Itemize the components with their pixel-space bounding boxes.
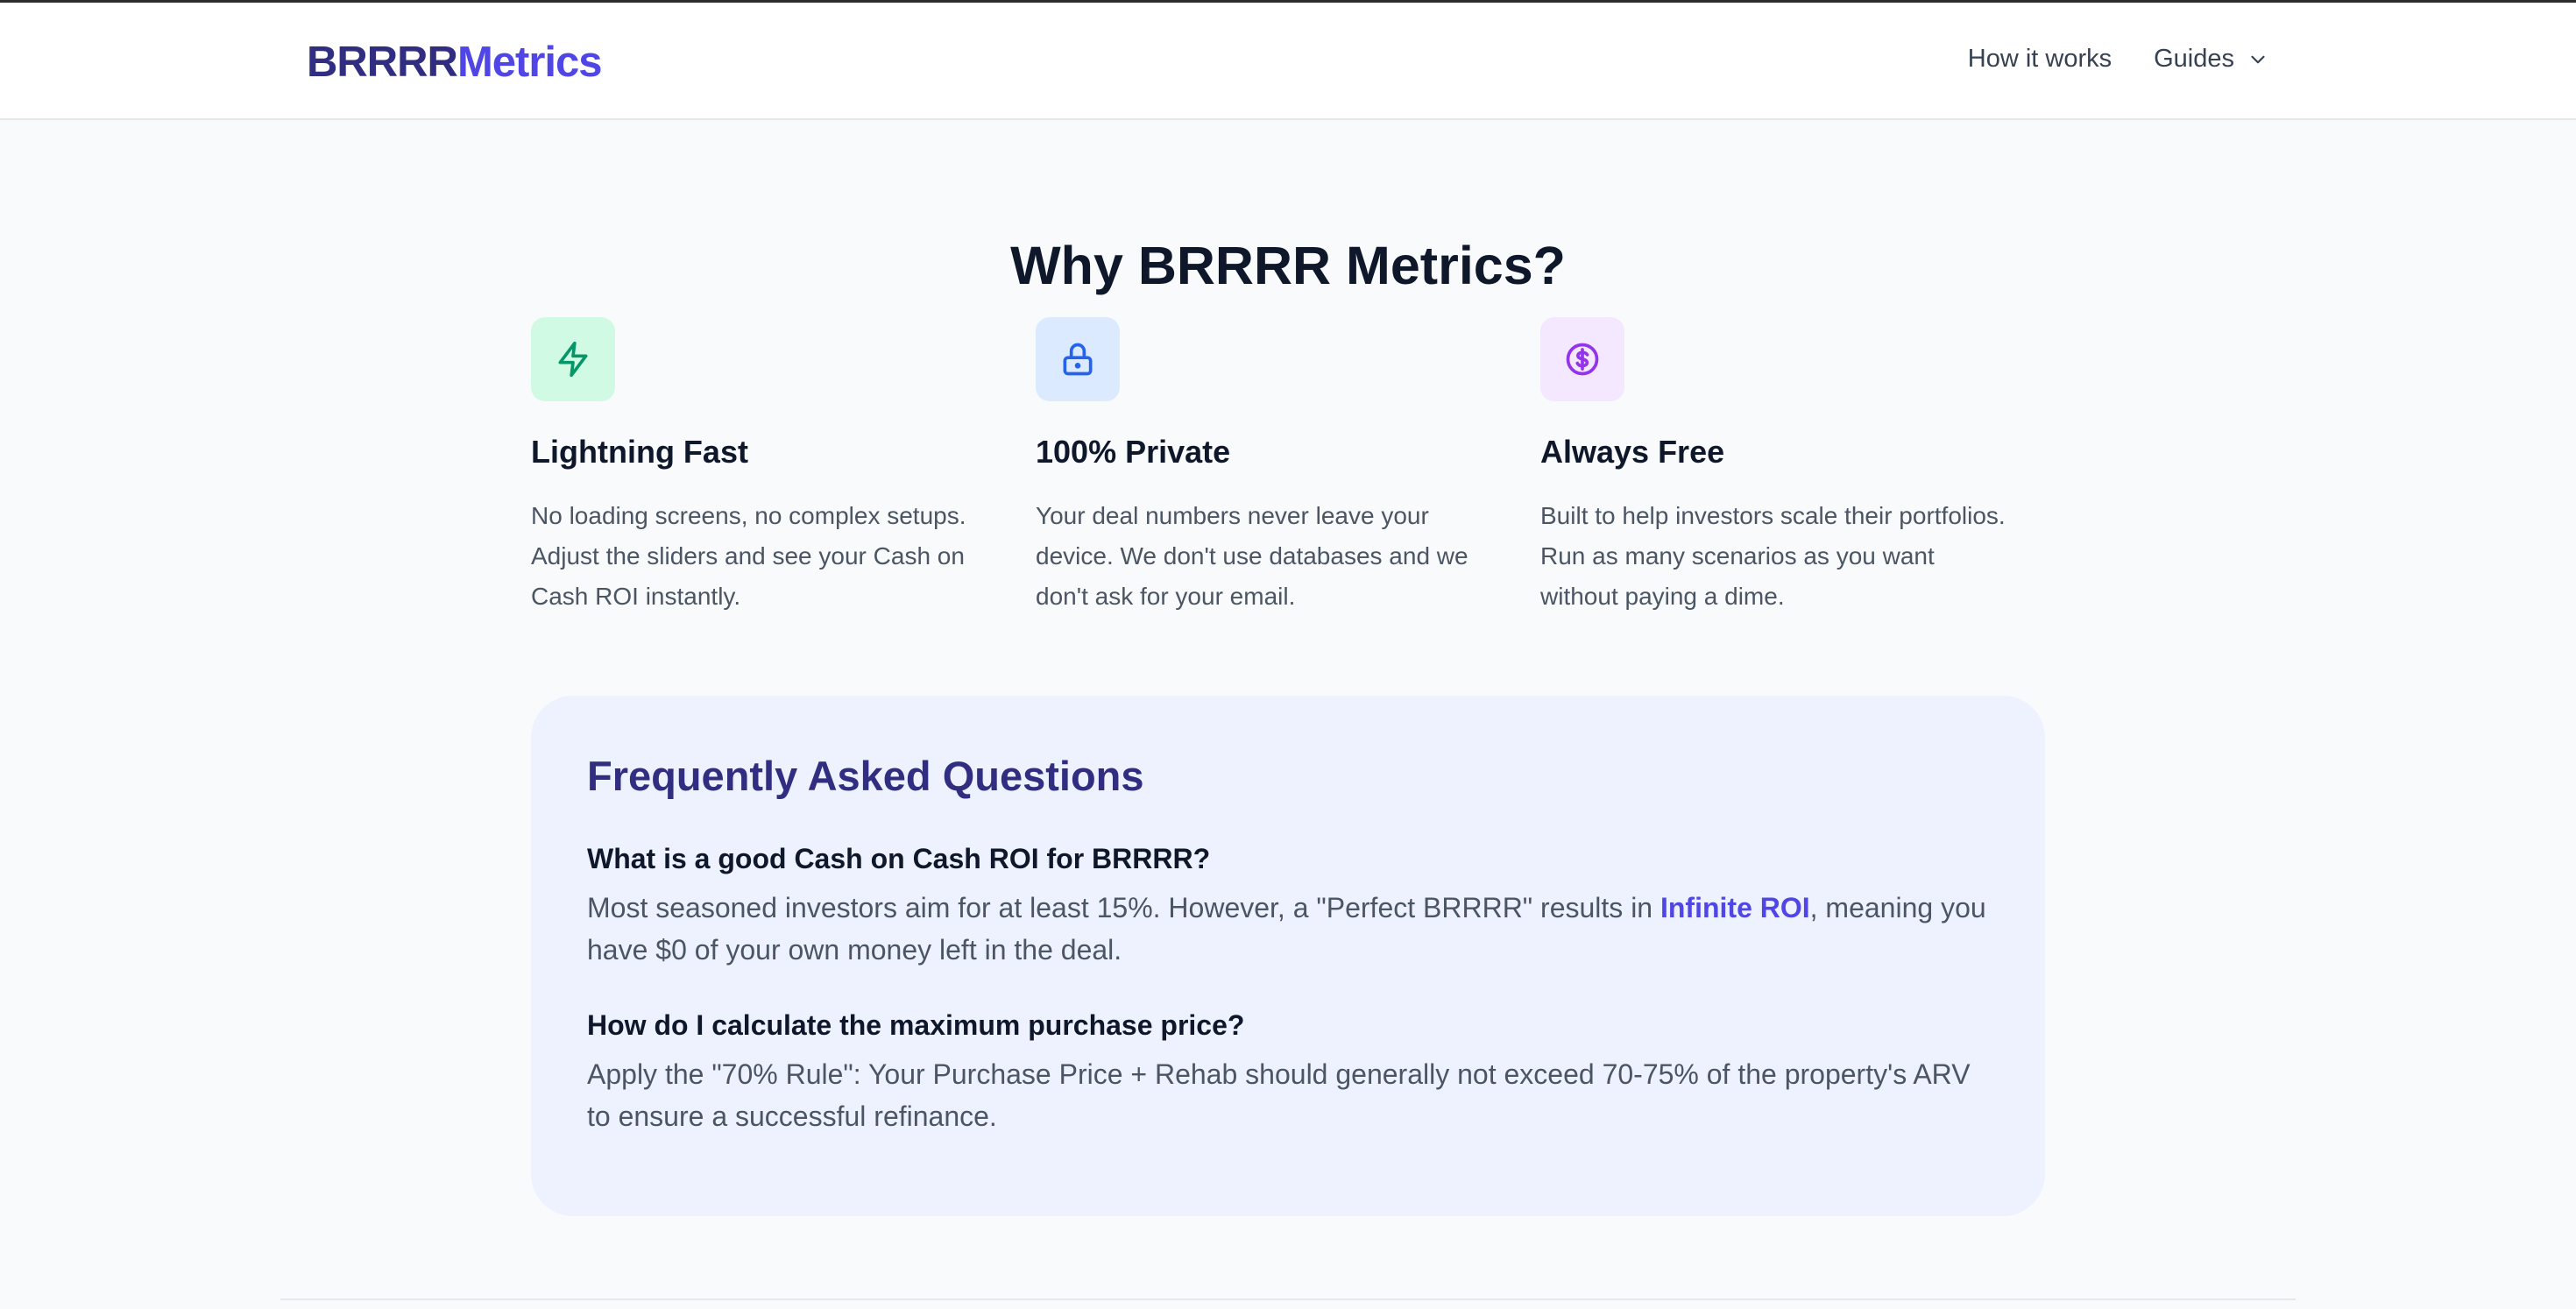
- infinite-roi-highlight: Infinite ROI: [1660, 892, 1810, 923]
- footer-divider: [280, 1298, 2296, 1300]
- window-top-border: [0, 0, 2576, 3]
- site-logo[interactable]: BRRRRMetrics: [307, 34, 603, 90]
- feature-text: Your deal numbers never leave your devic…: [1036, 502, 1468, 610]
- faq-title: Frequently Asked Questions: [587, 753, 1144, 799]
- faq-question: How do I calculate the maximum purchase …: [587, 1009, 1245, 1041]
- feature-card: Lightning Fast No loading screens, no co…: [531, 317, 1036, 617]
- feature-title: Always Free: [1540, 434, 1725, 470]
- dollar-circle-icon: [1566, 343, 1599, 376]
- feature-icon-box: [1540, 317, 1624, 401]
- feature-card: Always Free Built to help investors scal…: [1540, 317, 2045, 617]
- feature-icon-box: [1036, 317, 1120, 401]
- faq-answer-text: Most seasoned investors aim for at least…: [587, 892, 1660, 923]
- lock-icon: [1063, 343, 1093, 376]
- faq-section: Frequently Asked Questions What is a goo…: [531, 696, 2045, 1216]
- feature-text: No loading screens, no complex setups. A…: [531, 502, 966, 610]
- feature-title: Lightning Fast: [531, 434, 748, 470]
- feature-icon-box: [531, 317, 615, 401]
- nav-guides-label: Guides: [2154, 45, 2234, 73]
- logo-text-brrrr: BRRRR: [307, 39, 458, 86]
- feature-title: 100% Private: [1036, 434, 1231, 470]
- site-header: BRRRRMetrics How it works Guides: [0, 3, 2576, 120]
- lightning-icon: [558, 341, 588, 378]
- nav-guides-dropdown[interactable]: Guides: [2154, 45, 2269, 74]
- faq-answer: Most seasoned investors aim for at least…: [587, 887, 1989, 971]
- logo-text-metrics: Metrics: [456, 39, 603, 86]
- chevron-down-icon: [2251, 55, 2265, 63]
- nav-how-it-works-label: How it works: [1967, 45, 2112, 73]
- feature-card: 100% Private Your deal numbers never lea…: [1036, 317, 1540, 617]
- why-section-title: Why BRRRR Metrics?: [1010, 235, 1566, 295]
- faq-answer-text: , meaning you have $0 of your own money …: [587, 892, 1986, 966]
- faq-answer: Apply the "70% Rule": Your Purchase Pric…: [587, 1058, 1971, 1132]
- faq-question: What is a good Cash on Cash ROI for BRRR…: [587, 843, 1211, 874]
- nav-how-it-works[interactable]: How it works: [1968, 45, 2112, 74]
- features-grid: Lightning Fast No loading screens, no co…: [531, 317, 2045, 617]
- main-nav: How it works Guides: [1968, 45, 2269, 74]
- feature-text: Built to help investors scale their port…: [1540, 502, 2006, 610]
